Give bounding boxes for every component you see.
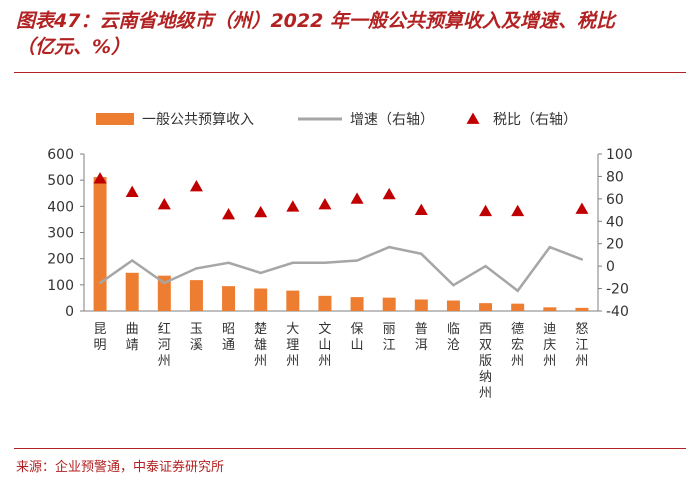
y-right-tick-label: 0 [606, 259, 615, 275]
bars [93, 177, 589, 311]
x-tick-label: 昆明 [94, 322, 107, 353]
growth-point-西双版纳州 [484, 264, 487, 268]
bar-迪庆州 [543, 307, 557, 311]
tax-ratio-markers [93, 172, 589, 220]
x-tick-label: 迪庆州 [543, 322, 556, 369]
x-tick-label: 普洱 [415, 322, 428, 353]
growth-point-怒江州 [580, 258, 584, 261]
x-tick-label: 文山州 [318, 322, 331, 369]
x-tick-label: 丽江 [383, 322, 396, 353]
growth-point-普洱 [420, 252, 423, 256]
x-tick-label: 昭通 [222, 322, 235, 353]
y-right-tick-label: -40 [606, 304, 629, 320]
growth-point-玉溪 [195, 267, 198, 270]
growth-point-德宏州 [516, 289, 519, 293]
y-left-tick-label: 200 [47, 252, 74, 268]
bar-文山州 [318, 295, 332, 311]
x-tick-label: 玉溪 [190, 322, 203, 353]
growth-point-文山州 [323, 261, 327, 264]
x-tick-label: 德宏州 [511, 322, 524, 369]
y-right-tick-label: 100 [606, 147, 633, 163]
tax-ratio-marker-昆明 [93, 172, 107, 184]
x-tick-label: 西双版纳州 [479, 322, 492, 401]
growth-point-临沧 [452, 284, 455, 287]
growth-point-保山 [355, 259, 359, 262]
tax-ratio-marker-红河州 [157, 197, 171, 210]
tax-ratio-marker-西双版纳州 [479, 204, 493, 217]
bar-保山 [350, 297, 364, 311]
tax-ratio-marker-保山 [350, 192, 364, 204]
x-tick-label: 临沧 [447, 322, 460, 353]
growth-point-昆明 [98, 281, 102, 285]
bar-楚雄州 [254, 288, 268, 311]
bar-德宏州 [511, 303, 525, 311]
growth-point-迪庆州 [548, 245, 552, 249]
chart-title-line1: 图表47：云南省地级市（州）2022 年一般公共预算收入及增速、税比 [16, 10, 615, 32]
title-divider [14, 72, 686, 73]
growth-point-丽江 [387, 245, 391, 249]
y-left-tick-label: 300 [47, 226, 74, 242]
bar-普洱 [414, 299, 428, 311]
source-note: 来源：企业预警通，中泰证券研究所 [16, 460, 225, 475]
y-right-tick-label: -20 [606, 282, 629, 298]
legend-marker-label: 税比（右轴） [493, 112, 577, 128]
tax-ratio-marker-玉溪 [189, 180, 203, 192]
tax-ratio-marker-楚雄州 [254, 205, 268, 218]
x-tick-label: 楚雄州 [254, 322, 267, 369]
chart-title-line2: （亿元、%） [16, 36, 131, 58]
tax-ratio-marker-大理州 [286, 200, 300, 212]
legend-bar-swatch [96, 113, 134, 125]
tax-ratio-marker-曲靖 [125, 185, 139, 198]
y-left-tick-label: 0 [65, 304, 74, 320]
growth-point-楚雄州 [259, 271, 262, 275]
y-right-tick-label: 20 [606, 237, 624, 253]
bar-红河州 [157, 275, 171, 311]
tax-ratio-marker-文山州 [318, 197, 332, 210]
legend: 一般公共预算收入 增速（右轴） 税比（右轴） [96, 112, 577, 128]
x-tick-label: 怒江州 [575, 322, 588, 369]
tax-ratio-marker-普洱 [414, 203, 428, 215]
bar-西双版纳州 [479, 303, 493, 311]
bar-曲靖 [125, 272, 139, 311]
x-tick-label: 保山 [351, 322, 364, 353]
bar-大理州 [286, 290, 300, 311]
growth-point-昭通 [227, 261, 230, 264]
axes: 0 100 200 300 400 500 600 -40 -20 0 20 40 60 80 100 [47, 147, 632, 320]
x-tick-label: 红河州 [158, 321, 171, 369]
chart-title: 图表47：云南省地级市（州）2022 年一般公共预算收入及增速、税比 （亿元、%… [16, 8, 688, 60]
y-right-tick-label: 80 [606, 169, 624, 185]
bar-丽江 [382, 297, 396, 311]
tax-ratio-marker-昭通 [222, 208, 236, 220]
tax-ratio-marker-怒江州 [575, 202, 589, 214]
legend-line-label: 增速（右轴） [350, 112, 434, 128]
bar-玉溪 [189, 280, 203, 311]
tax-ratio-marker-丽江 [382, 187, 396, 200]
bar-昭通 [222, 286, 236, 311]
legend-bar-label: 一般公共预算收入 [142, 112, 254, 128]
bar-临沧 [446, 300, 460, 311]
y-right-tick-label: 40 [606, 214, 624, 230]
y-left-tick-label: 500 [47, 173, 74, 189]
y-left-tick-label: 100 [47, 278, 74, 294]
y-right-tick-label: 60 [606, 192, 624, 208]
bar-昆明 [93, 177, 107, 311]
x-tick-label: 曲靖 [126, 322, 139, 353]
tax-ratio-marker-德宏州 [511, 204, 525, 217]
growth-point-大理州 [291, 261, 295, 264]
source-divider [14, 448, 686, 449]
growth-line [99, 245, 583, 293]
legend-marker-swatch [466, 112, 480, 124]
growth-line-group [98, 245, 584, 293]
x-tick-label: 大理州 [286, 322, 299, 369]
growth-point-红河州 [163, 281, 166, 285]
bar-怒江州 [575, 307, 589, 311]
growth-point-曲靖 [130, 259, 134, 262]
y-left-tick-label: 400 [47, 199, 74, 215]
y-left-tick-label: 600 [47, 147, 74, 163]
